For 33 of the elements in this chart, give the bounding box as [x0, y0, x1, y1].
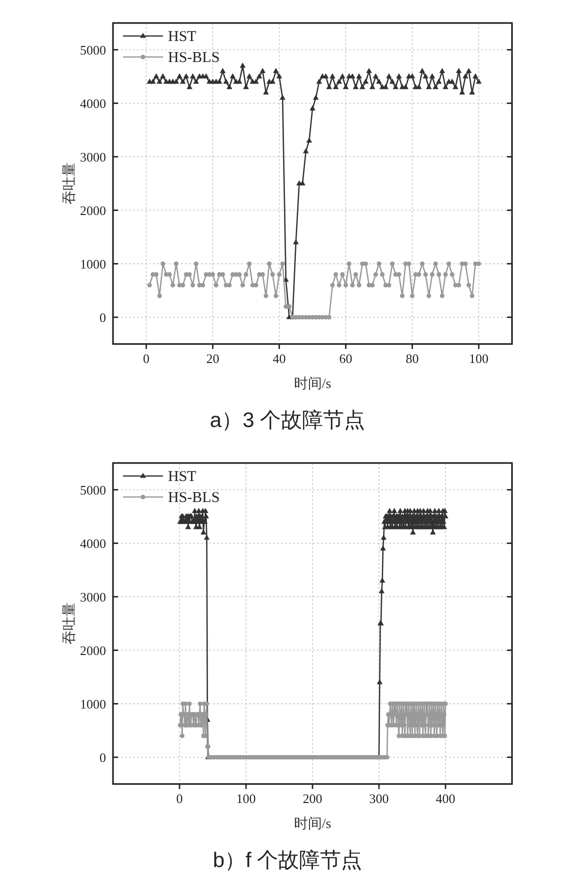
y-tick-label: 3000	[80, 149, 106, 164]
y-tick-label: 2000	[80, 642, 106, 658]
y-tick-label: 0	[100, 310, 106, 325]
y-tick-label: 5000	[80, 482, 106, 498]
x-tick-label: 60	[339, 351, 352, 366]
x-tick-label: 100	[236, 791, 256, 806]
text: a）3 个故障节点	[210, 409, 366, 432]
x-tick-label: 100	[469, 351, 488, 366]
x-tick-label: 0	[143, 351, 150, 366]
x-tick-label: 400	[436, 791, 456, 806]
x-axis-title: 时间/s	[294, 816, 332, 832]
x-tick-label: 80	[406, 351, 419, 366]
y-axis-title: 吞吐量	[62, 162, 78, 204]
y-tick-label: 4000	[80, 96, 106, 111]
legend-label: HST	[168, 469, 196, 485]
legend-label: HS-BLS	[168, 50, 220, 66]
y-tick-label: 2000	[80, 202, 106, 218]
x-tick-label: 200	[302, 791, 322, 806]
x-axis-title: 时间/s	[294, 376, 332, 392]
legend-label: HS-BLS	[168, 490, 220, 506]
text: b）f 个故障节点	[212, 849, 362, 872]
x-tick-label: 20	[206, 351, 220, 366]
y-tick-label: 0	[100, 750, 106, 765]
y-tick-label: 5000	[80, 42, 106, 58]
x-tick-label: 40	[272, 351, 286, 366]
y-tick-label: 4000	[80, 536, 106, 551]
y-tick-label: 1000	[80, 256, 106, 272]
y-tick-label: 1000	[80, 696, 106, 712]
x-tick-label: 300	[369, 791, 389, 806]
y-axis-title: 吞吐量	[62, 602, 78, 644]
y-tick-label: 3000	[80, 589, 106, 604]
x-tick-label: 0	[176, 791, 183, 806]
legend-label: HST	[168, 29, 196, 45]
